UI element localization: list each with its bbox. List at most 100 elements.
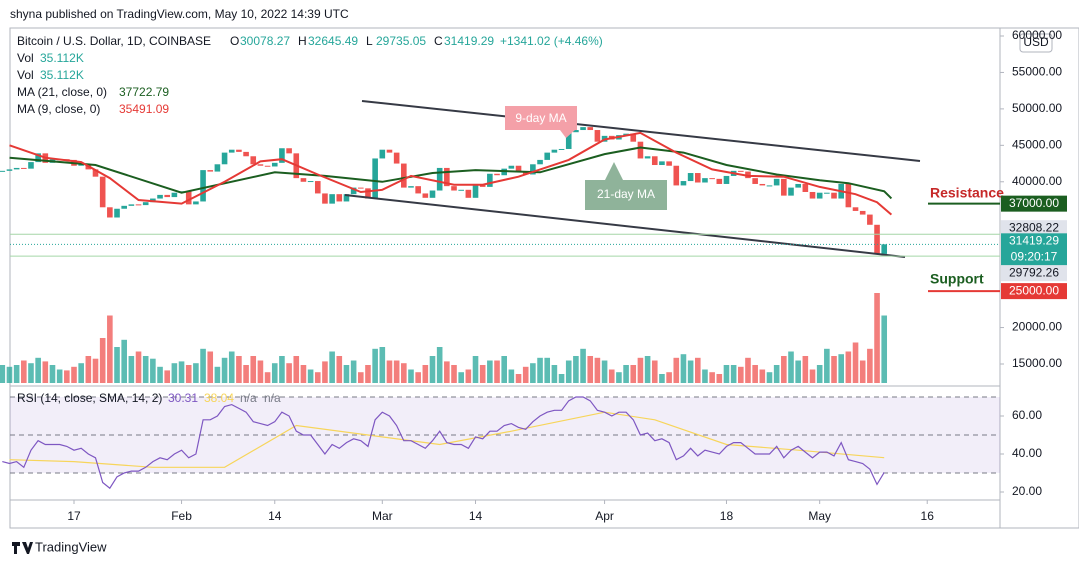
candle-body xyxy=(666,161,672,166)
ohlc-key: H xyxy=(298,34,307,48)
volume-bar xyxy=(307,369,314,383)
volume-bar xyxy=(71,366,77,383)
volume-bar xyxy=(271,363,278,383)
candle-body xyxy=(723,175,730,184)
volume-bar xyxy=(358,372,364,383)
y-tick-label: 60000.00 xyxy=(1012,28,1062,42)
candle-body xyxy=(673,165,680,186)
volume-bar xyxy=(135,351,142,383)
volume-bar xyxy=(881,315,888,383)
candle-body xyxy=(472,183,479,198)
volume-bar xyxy=(214,366,221,383)
volume-bar xyxy=(207,351,214,383)
candle-body xyxy=(587,127,594,131)
candle-body xyxy=(422,193,429,198)
volume-bar xyxy=(501,356,507,383)
volume-bar xyxy=(788,351,794,383)
candle-body xyxy=(408,186,414,188)
candle-body xyxy=(286,148,292,154)
volume-bar xyxy=(78,363,84,383)
candle-body xyxy=(6,169,13,171)
callout-text: 21-day MA xyxy=(597,187,655,201)
volume-bar xyxy=(365,365,371,383)
volume-bar xyxy=(824,348,830,383)
volume-bar xyxy=(644,356,651,383)
volume-bar xyxy=(415,372,421,383)
rsi-tick-label: 20.00 xyxy=(1012,484,1042,498)
volume-bar xyxy=(236,356,242,383)
candle-body xyxy=(193,201,199,205)
volume-bar xyxy=(114,347,120,383)
volume-bar xyxy=(451,365,457,383)
volume-bar xyxy=(343,365,350,383)
candle-body xyxy=(92,169,99,177)
volume-bar xyxy=(64,370,70,383)
volume-bar xyxy=(286,363,292,383)
candle-body xyxy=(99,176,106,208)
candle-body xyxy=(401,163,407,188)
volume-bar xyxy=(85,356,92,383)
candle-body xyxy=(824,192,830,194)
currency-badge[interactable] xyxy=(1019,33,1053,53)
volume-bar xyxy=(709,372,715,383)
volume-bar xyxy=(608,369,615,383)
volume-bar xyxy=(730,365,737,383)
x-tick-label: Mar xyxy=(372,509,393,523)
trend-line-lower xyxy=(344,194,906,258)
volume-bar xyxy=(874,293,880,383)
volume-bar xyxy=(716,374,723,383)
symbol-title: Bitcoin / U.S. Dollar, 1D, COINBASE xyxy=(17,34,211,48)
legend-name: Vol xyxy=(17,51,34,65)
price-label: 32808.22 xyxy=(1009,220,1059,234)
volume-bar xyxy=(494,360,500,383)
change: +1341.02 (+4.46%) xyxy=(500,34,603,48)
candle-body xyxy=(759,183,766,186)
volume-bar xyxy=(293,356,300,383)
volume-bar xyxy=(465,369,472,383)
candle-body xyxy=(271,162,278,167)
currency[interactable]: USD xyxy=(1023,35,1049,49)
volume-bar xyxy=(580,348,586,383)
volume-bar xyxy=(759,369,766,383)
volume-bar xyxy=(530,363,536,383)
chart-frame xyxy=(9,27,1079,529)
support-label: Support xyxy=(930,271,984,287)
candle-body xyxy=(594,130,601,142)
volume-bar xyxy=(723,365,730,383)
candle-body xyxy=(329,194,335,204)
candle-body xyxy=(336,194,343,202)
candle-body xyxy=(121,205,127,209)
candle-body xyxy=(236,149,242,152)
rsi-na: n/a xyxy=(264,391,281,405)
candle-body xyxy=(243,151,249,157)
callout-text: 9-day MA xyxy=(515,111,566,125)
volume-bar xyxy=(522,366,529,383)
volume-bar xyxy=(393,360,400,383)
volume-bar xyxy=(537,357,543,383)
candle-body xyxy=(171,192,178,198)
candle-body xyxy=(279,148,285,163)
volume-bar xyxy=(164,370,171,383)
volume-bar xyxy=(49,365,56,383)
volume-bar xyxy=(573,356,579,383)
volume-bar xyxy=(831,356,837,383)
volume-bar xyxy=(616,372,622,383)
candle-body xyxy=(185,191,192,205)
ohlc-key: C xyxy=(434,34,443,48)
price-label-box xyxy=(1001,265,1067,282)
candle-body xyxy=(465,189,472,198)
volume-bar xyxy=(28,363,34,383)
volume-bar xyxy=(436,347,443,383)
candle-body xyxy=(530,164,536,175)
volume-bar xyxy=(99,338,106,383)
volume-bar xyxy=(838,354,844,383)
volume-bar xyxy=(128,356,135,383)
volume-bar xyxy=(781,356,787,383)
candle-body xyxy=(702,178,708,183)
resistance-label: Resistance xyxy=(930,185,1004,201)
volume-bar xyxy=(659,374,665,383)
rsi-value: 30.31 xyxy=(168,391,198,405)
candle-body xyxy=(752,178,758,184)
volume-bar xyxy=(458,372,464,383)
rsi-tick-label: 40.00 xyxy=(1012,446,1042,460)
